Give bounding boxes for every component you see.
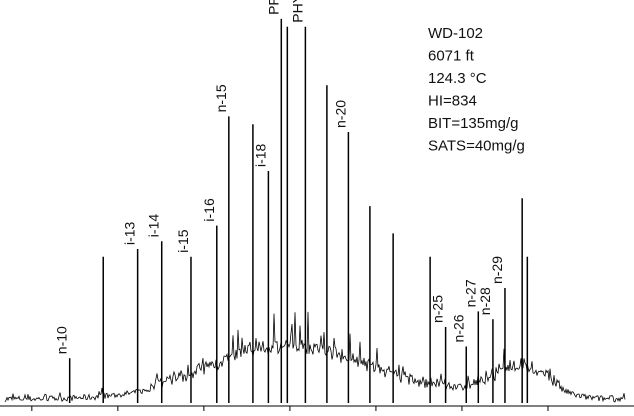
peak-label: i-16 <box>201 198 217 222</box>
peak-label: n-27 <box>462 279 478 307</box>
peak-label: i-14 <box>146 214 162 238</box>
peak-label: n-29 <box>489 256 505 284</box>
peak-label: i-13 <box>122 221 138 245</box>
peak-label: n-28 <box>477 287 493 315</box>
peak-label: n-10 <box>54 326 70 354</box>
annotation-line: WD-102 <box>428 25 483 42</box>
peak-label: i-18 <box>252 143 268 167</box>
peak-label: n-26 <box>450 314 466 342</box>
annotation-line: 124.3 °C <box>428 70 487 87</box>
peak-label: n-25 <box>430 295 446 323</box>
peak-label: i-15 <box>175 229 191 253</box>
peak-label: PR <box>265 0 281 15</box>
peak-label: n-15 <box>213 84 229 112</box>
peak-label: n-20 <box>332 100 348 128</box>
baseline-trace <box>4 311 626 403</box>
peak-label: PHY <box>289 0 305 23</box>
annotation-line: BIT=135mg/g <box>428 115 518 132</box>
annotation-line: 6071 ft <box>428 48 475 65</box>
annotation-line: HI=834 <box>428 93 477 110</box>
annotation-line: SATS=40mg/g <box>428 138 525 155</box>
